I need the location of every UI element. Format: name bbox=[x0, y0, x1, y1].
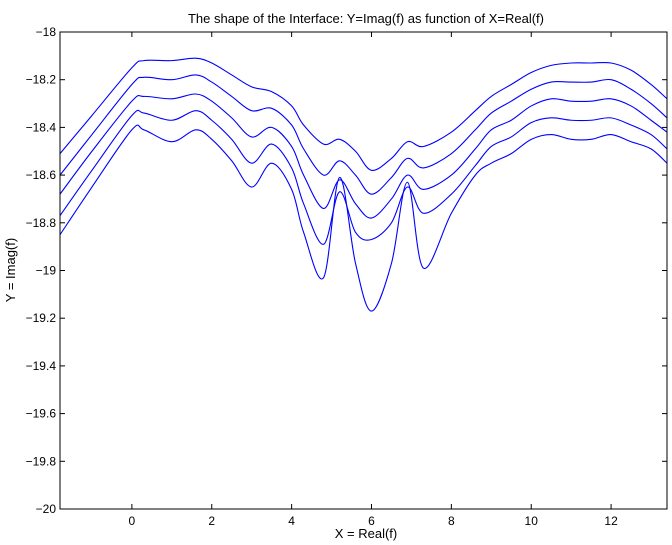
x-tick-label: 2 bbox=[208, 514, 215, 528]
plot-frame bbox=[59, 31, 668, 510]
ticks-layer: 0 2 4 6 8 10 12 −20 −19.8 −19.6 −19.4 −19.2 −19 −18.8… bbox=[26, 25, 667, 528]
y-tick-label: −19.8 bbox=[26, 454, 57, 468]
y-axis-label: Y = Imag(f) bbox=[3, 238, 18, 302]
x-tick-label: 12 bbox=[604, 514, 618, 528]
y-tick-label: −20 bbox=[36, 502, 57, 516]
y-tick-label: −19.2 bbox=[26, 311, 57, 325]
x-axis-label: X = Real(f) bbox=[335, 526, 398, 541]
y-tick-label: −18 bbox=[36, 25, 57, 39]
x-tick-label: 4 bbox=[288, 514, 295, 528]
y-tick-label: −19.6 bbox=[26, 407, 57, 421]
chart-title: The shape of the Interface: Y=Imag(f) as… bbox=[188, 11, 544, 26]
series-line-2 bbox=[59, 74, 668, 195]
series-line-4 bbox=[59, 109, 668, 245]
y-tick-label: −18.8 bbox=[26, 216, 57, 230]
x-tick-label: 6 bbox=[368, 514, 375, 528]
y-tick-label: −18.2 bbox=[26, 73, 57, 87]
series-layer bbox=[59, 57, 668, 312]
series-line-5 bbox=[59, 124, 668, 312]
y-tick-label: −19 bbox=[36, 264, 57, 278]
x-tick-label: 0 bbox=[129, 514, 136, 528]
y-tick-label: −19.4 bbox=[26, 359, 57, 373]
x-tick-label: 8 bbox=[448, 514, 455, 528]
y-tick-label: −18.6 bbox=[26, 168, 57, 182]
series-line-3 bbox=[59, 93, 668, 219]
x-tick-label: 10 bbox=[525, 514, 539, 528]
y-tick-label: −18.4 bbox=[26, 120, 57, 134]
series-line-1 bbox=[59, 57, 668, 171]
